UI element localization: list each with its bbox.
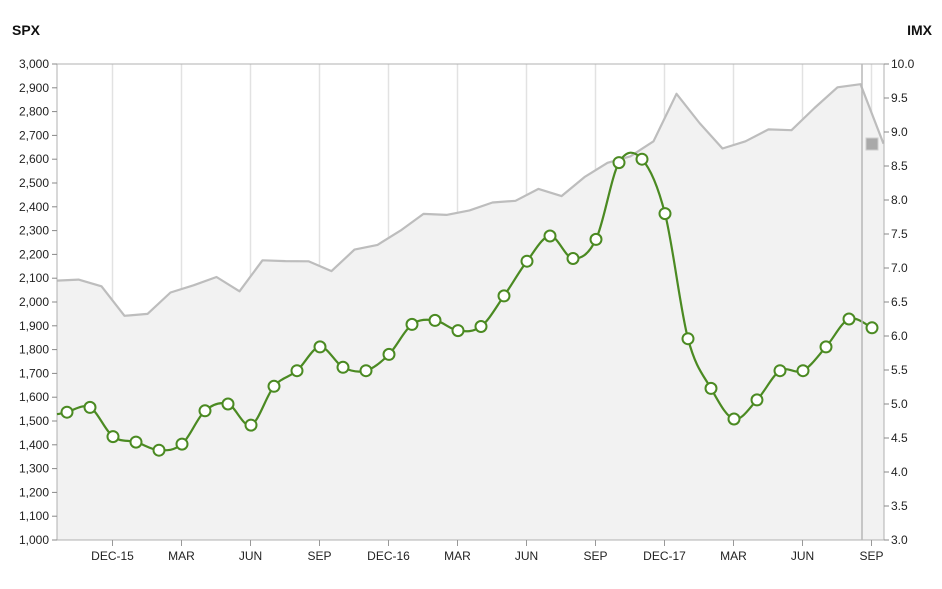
right-axis-title: IMX: [907, 22, 933, 38]
imx-data-point: [290, 364, 304, 378]
left-tick-label: 2,700: [19, 128, 49, 142]
imx-data-point: [543, 229, 557, 243]
imx-data-point: [727, 412, 741, 426]
hover-cursor-marker: [865, 137, 879, 151]
left-tick-label: 1,500: [19, 414, 49, 428]
imx-data-point: [382, 347, 396, 361]
left-axis: 1,000 1,100 1,200 1,300 1,400 1,500 1,600 1,700…: [19, 57, 57, 547]
right-tick-label: 8.0: [891, 193, 908, 207]
left-tick-label: 2,800: [19, 105, 49, 119]
imx-data-point: [60, 405, 74, 419]
imx-data-point: [244, 418, 258, 432]
left-tick-label: 2,100: [19, 271, 49, 285]
left-tick-label: 1,400: [19, 438, 49, 452]
imx-data-point: [865, 321, 879, 335]
imx-data-point: [612, 156, 626, 170]
right-tick-label: 7.0: [891, 261, 908, 275]
left-tick-label: 1,200: [19, 485, 49, 499]
left-tick-label: 1,000: [19, 533, 49, 547]
right-tick-label: 3.5: [891, 499, 908, 513]
right-axis: 3.0 3.5 4.0 4.5 5.0 5.5 6.0 6.5 7.0 7.5 8.0 8.5 9.0 9…: [884, 57, 915, 547]
left-tick-label: 1,300: [19, 462, 49, 476]
left-tick-label: 2,200: [19, 247, 49, 261]
left-tick-label: 2,500: [19, 176, 49, 190]
left-tick-label: 2,400: [19, 200, 49, 214]
imx-data-point: [175, 437, 189, 451]
left-tick-label: 1,900: [19, 319, 49, 333]
imx-data-point: [497, 289, 511, 303]
imx-data-point: [313, 340, 327, 354]
right-tick-label: 7.5: [891, 227, 908, 241]
left-tick-label: 1,600: [19, 390, 49, 404]
imx-data-point: [198, 404, 212, 418]
imx-markers-layer: [60, 152, 879, 457]
right-tick-label: 3.0: [891, 533, 908, 547]
x-tick-label: JUN: [239, 549, 262, 563]
x-tick-label: JUN: [791, 549, 814, 563]
imx-data-point: [451, 324, 465, 338]
right-tick-label: 5.5: [891, 363, 908, 377]
left-tick-label: 1,700: [19, 366, 49, 380]
imx-data-point: [681, 332, 695, 346]
imx-data-point: [106, 430, 120, 444]
left-tick-label: 1,100: [19, 509, 49, 523]
imx-data-point: [221, 397, 235, 411]
imx-data-point: [819, 340, 833, 354]
x-tick-label: JUN: [515, 549, 538, 563]
imx-data-point: [635, 152, 649, 166]
imx-data-point: [474, 320, 488, 333]
hover-cursor-layer: [861, 64, 879, 540]
left-axis-title: SPX: [12, 22, 41, 38]
x-tick-label: SEP: [583, 549, 607, 563]
spx-area-layer: [56, 83, 885, 540]
left-tick-label: 2,000: [19, 295, 49, 309]
left-tick-label: 2,600: [19, 152, 49, 166]
spx-line: [56, 83, 885, 317]
x-tick-label: DEC-16: [367, 549, 410, 563]
left-tick-label: 2,900: [19, 81, 49, 95]
x-tick-label: MAR: [444, 549, 471, 563]
right-tick-label: 10.0: [891, 57, 915, 71]
imx-data-point: [796, 364, 810, 378]
imx-data-point: [520, 254, 534, 268]
right-tick-label: 9.5: [891, 91, 908, 105]
spx-area: [57, 84, 884, 540]
imx-data-point: [336, 360, 350, 374]
right-tick-label: 6.5: [891, 295, 908, 309]
imx-data-point: [359, 364, 373, 378]
imx-data-point: [152, 443, 166, 457]
right-tick-label: 4.0: [891, 465, 908, 479]
x-tick-label: DEC-15: [91, 549, 134, 563]
imx-data-point: [83, 400, 97, 414]
right-tick-label: 8.5: [891, 159, 908, 173]
left-tick-label: 3,000: [19, 57, 49, 71]
left-tick-label: 2,300: [19, 224, 49, 238]
imx-data-point: [704, 381, 718, 395]
imx-data-point: [566, 252, 580, 265]
imx-data-point: [658, 207, 672, 221]
imx-data-point: [405, 317, 419, 331]
imx-data-point: [428, 313, 442, 327]
x-tick-label: DEC-17: [643, 549, 686, 563]
right-tick-label: 6.0: [891, 329, 908, 343]
x-tick-label: SEP: [859, 549, 883, 563]
x-tick-label: MAR: [720, 549, 747, 563]
right-tick-label: 4.5: [891, 431, 908, 445]
imx-data-point: [589, 232, 603, 246]
x-tick-label: SEP: [307, 549, 331, 563]
imx-data-point: [773, 364, 787, 378]
right-tick-label: 5.0: [891, 397, 908, 411]
imx-data-point: [129, 435, 143, 449]
x-axis: DEC-15 MAR JUN SEP DEC-16 MAR JUN SEP DEC-17 MAR J…: [91, 540, 884, 563]
right-tick-label: 9.0: [891, 125, 908, 139]
left-tick-label: 1,800: [19, 343, 49, 357]
x-tick-label: MAR: [168, 549, 195, 563]
imx-data-point: [750, 393, 764, 407]
imx-data-point: [267, 379, 281, 393]
imx-data-point: [842, 312, 856, 326]
